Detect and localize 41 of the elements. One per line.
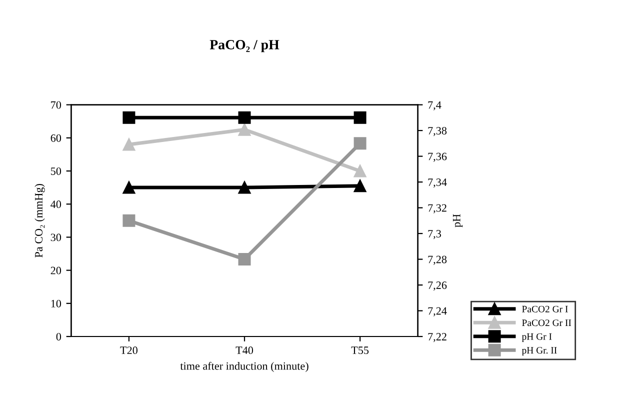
point [238,253,251,266]
y-tick-label: 40 [50,200,62,208]
y2-tick-label: 7,4 [428,101,442,110]
point [354,137,366,150]
y-axis-title: Pa CO₂ (mmHg) [34,184,45,258]
point [354,111,366,124]
legend-label: pH Gr I [522,333,552,342]
point [122,138,136,151]
y-tick-label: 30 [50,234,62,242]
point [238,123,251,136]
y-tick-label: 70 [51,101,62,109]
y-tick-label: 0 [56,332,62,340]
point [122,181,136,194]
point [354,164,366,178]
y-tick-label: 50 [51,167,62,175]
y2-tick-label: 7,3 [428,230,441,240]
y2-tick-label: 7,22 [428,333,446,342]
x-tick-label: T20 [120,346,138,354]
y2-tick-label: 7,24 [428,307,447,316]
y2-tick-label: 7,38 [428,126,447,136]
y-tick-label: 10 [51,300,62,308]
point [238,111,251,124]
y2-tick-label: 7,34 [428,178,447,188]
y2-tick-label: 7,26 [428,282,447,291]
point [238,181,251,194]
legend-label: PaCO2 Gr I [522,306,568,312]
y2-axis-title: pH [452,214,463,228]
y2-tick-label: 7,28 [428,256,447,265]
legend-label: PaCO2 Gr II [522,320,572,326]
x-tick-label: T40 [236,346,254,354]
point [122,214,136,227]
chart-title: PaCO₂ / pH [210,40,280,52]
y2-tick-label: 7,32 [428,204,446,214]
y2-tick-label: 7,36 [428,152,447,162]
point [354,180,366,192]
y-tick-label: 60 [50,134,62,142]
y-tick-label: 20 [50,266,62,274]
x-tick-label: T55 [351,346,369,354]
point [122,111,136,124]
x-axis-title: time after induction (minute) [180,362,308,372]
legend-label: pH Gr. II [522,347,557,356]
